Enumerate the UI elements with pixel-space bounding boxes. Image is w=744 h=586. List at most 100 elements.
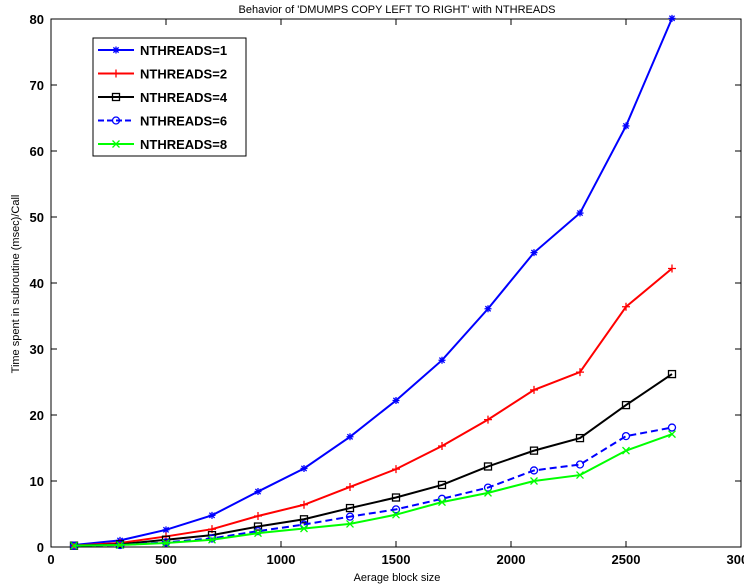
data-point-shape	[667, 369, 677, 379]
data-point-shape	[70, 541, 78, 550]
data-point-shape	[668, 430, 676, 439]
data-point	[668, 430, 676, 439]
data-point	[484, 305, 492, 313]
data-point-shape	[253, 527, 263, 536]
data-point	[575, 460, 585, 469]
data-point	[530, 477, 538, 485]
legend-item: NTHREADS=4	[98, 90, 228, 105]
data-point-shape	[438, 498, 446, 507]
data-point-shape	[622, 446, 630, 455]
data-point	[300, 524, 308, 533]
data-point	[484, 415, 492, 424]
data-point-shape	[621, 431, 631, 441]
data-point	[667, 369, 677, 379]
x-axis-label: Aerage block size	[354, 572, 441, 584]
data-point	[668, 264, 676, 273]
data-point-shape	[575, 460, 585, 469]
data-point-shape	[576, 209, 584, 217]
data-point	[299, 515, 309, 524]
data-point-shape	[529, 466, 539, 475]
data-point	[622, 446, 630, 455]
data-point	[346, 433, 354, 441]
data-point-shape	[253, 522, 263, 531]
data-point	[667, 423, 677, 432]
y-tick-label: 10	[30, 474, 44, 489]
legend-marker	[111, 116, 121, 125]
data-point-shape	[392, 465, 400, 474]
legend-label: NTHREADS=1	[140, 43, 227, 58]
data-point-shape	[162, 539, 170, 547]
series-line	[73, 17, 673, 547]
legend-marker-shape	[112, 69, 120, 78]
data-point-shape	[391, 505, 401, 514]
data-point-shape	[254, 511, 262, 520]
data-point	[345, 512, 355, 521]
data-point-shape	[254, 488, 262, 496]
x-tick-label: 0	[47, 552, 54, 567]
data-point-shape	[208, 535, 216, 544]
data-point-shape	[300, 500, 308, 509]
data-point-shape	[530, 477, 538, 485]
data-point	[300, 500, 308, 509]
data-point	[483, 462, 493, 471]
data-point	[437, 480, 447, 490]
data-point	[621, 400, 631, 410]
data-point	[254, 488, 262, 496]
data-point-shape	[438, 356, 446, 364]
data-point	[576, 471, 584, 480]
plot-area: 0 500 1000 1500 2000 2500 3000 0 10 20 30 40 50 60 70 8…	[30, 12, 744, 567]
data-point	[575, 433, 585, 443]
legend: NTHREADS=1 NTHREADS=2 NTHREADS=4 NTHREADS=6…	[92, 37, 247, 157]
x-tick-label: 3000	[727, 552, 744, 567]
x-tick-label: 2500	[612, 552, 641, 567]
data-point	[576, 368, 584, 377]
y-tick-label: 0	[37, 540, 44, 555]
data-point-shape	[483, 462, 493, 471]
data-point	[438, 498, 446, 507]
data-point	[668, 14, 676, 22]
data-point	[162, 526, 170, 534]
y-tick-label: 40	[30, 276, 44, 291]
data-point	[346, 519, 354, 528]
data-point	[438, 356, 446, 364]
data-point	[530, 385, 538, 394]
data-point-shape	[299, 515, 309, 524]
data-point-shape	[346, 433, 354, 441]
y-tick-label: 30	[30, 342, 44, 357]
data-point-shape	[438, 442, 446, 451]
legend-marker	[112, 46, 120, 54]
data-point	[346, 482, 354, 491]
y-tick-label: 80	[30, 12, 44, 27]
x-tick-label: 1000	[267, 552, 296, 567]
x-tick-label: 500	[155, 552, 177, 567]
y-tick-label: 60	[30, 144, 44, 159]
legend-marker	[111, 92, 121, 102]
data-point-shape	[484, 305, 492, 313]
series-line	[73, 373, 673, 547]
legend-marker-shape	[112, 46, 120, 54]
data-point-shape	[483, 483, 493, 492]
data-point	[621, 431, 631, 441]
y-axis-label: Time spent in subroutine (msec)/Call	[10, 195, 22, 374]
data-point-shape	[116, 541, 124, 549]
data-point	[70, 541, 78, 550]
data-point-shape	[437, 480, 447, 490]
data-point	[622, 302, 630, 311]
data-point-shape	[208, 511, 216, 519]
data-point	[254, 511, 262, 520]
data-point-shape	[345, 503, 355, 513]
series-2	[70, 264, 676, 550]
legend-label: NTHREADS=6	[140, 114, 227, 129]
series-3	[69, 369, 677, 550]
data-point	[530, 249, 538, 257]
data-point	[391, 505, 401, 514]
data-point	[484, 488, 492, 497]
legend-item: NTHREADS=8	[98, 137, 227, 152]
data-point-shape	[392, 510, 400, 519]
data-point	[622, 122, 630, 130]
data-point	[483, 483, 493, 492]
data-point	[438, 442, 446, 451]
series-line	[73, 433, 673, 547]
data-point-shape	[529, 446, 539, 455]
data-point-shape	[576, 471, 584, 480]
